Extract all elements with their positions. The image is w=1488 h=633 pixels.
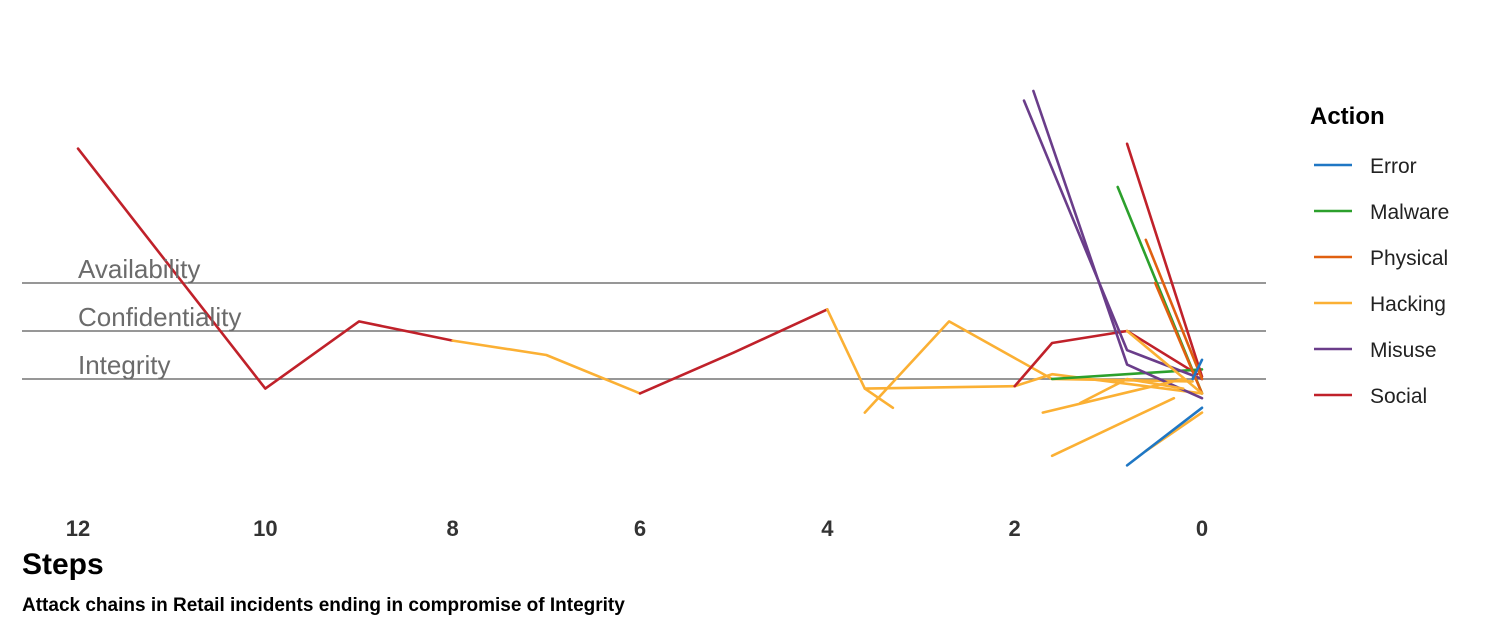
chain-line-hacking-17 xyxy=(1125,329,1204,395)
chain-line-misuse-10 xyxy=(1032,89,1204,400)
x-tick-4: 4 xyxy=(821,516,834,541)
chain-line-hacking-16 xyxy=(1078,377,1185,405)
legend: Action Error Malware Physical Hacking Misuse… xyxy=(1310,103,1449,408)
chain-line-physical-13 xyxy=(1144,238,1204,381)
x-tick-2: 2 xyxy=(1009,516,1021,541)
chain-line-hacking-19 xyxy=(1050,396,1176,458)
chain-lines xyxy=(76,89,1204,467)
chain-line-hacking-3 xyxy=(825,308,1017,390)
x-tick-10: 10 xyxy=(253,516,277,541)
chain-line-social-0 xyxy=(76,147,455,390)
legend-title: Action xyxy=(1310,103,1385,130)
legend-label-error: Error xyxy=(1370,155,1417,178)
x-tick-0: 0 xyxy=(1196,516,1208,541)
x-tick-6: 6 xyxy=(634,516,646,541)
chain-line-hacking-6 xyxy=(863,320,1194,414)
chain-line-social-12 xyxy=(1125,142,1204,378)
x-tick-12: 12 xyxy=(66,516,90,541)
band-labels: Availability Confidentiality Integrity xyxy=(78,254,241,380)
chain-line-hacking-5 xyxy=(1013,372,1204,395)
chain-line-hacking-1 xyxy=(451,339,642,395)
chain-line-error-21 xyxy=(1191,358,1204,381)
legend-label-hacking: Hacking xyxy=(1370,293,1446,316)
band-label-confidentiality: Confidentiality xyxy=(78,302,241,332)
x-axis-ticks: 12 10 8 6 4 2 0 xyxy=(66,516,1208,541)
x-tick-8: 8 xyxy=(447,516,459,541)
band-label-availability: Availability xyxy=(78,254,200,284)
chain-line-social-2 xyxy=(638,308,829,395)
chain-line-social-7 xyxy=(1013,329,1199,388)
chart-caption: Attack chains in Retail incidents ending… xyxy=(22,595,625,616)
band-label-integrity: Integrity xyxy=(78,350,171,380)
legend-label-social: Social xyxy=(1370,385,1427,408)
legend-label-malware: Malware xyxy=(1370,201,1449,224)
chain-line-misuse-11 xyxy=(1022,99,1204,381)
chain-line-error-20 xyxy=(1125,406,1204,467)
x-axis-label: Steps xyxy=(22,548,104,581)
legend-label-misuse: Misuse xyxy=(1370,339,1437,362)
legend-label-physical: Physical xyxy=(1370,247,1448,270)
